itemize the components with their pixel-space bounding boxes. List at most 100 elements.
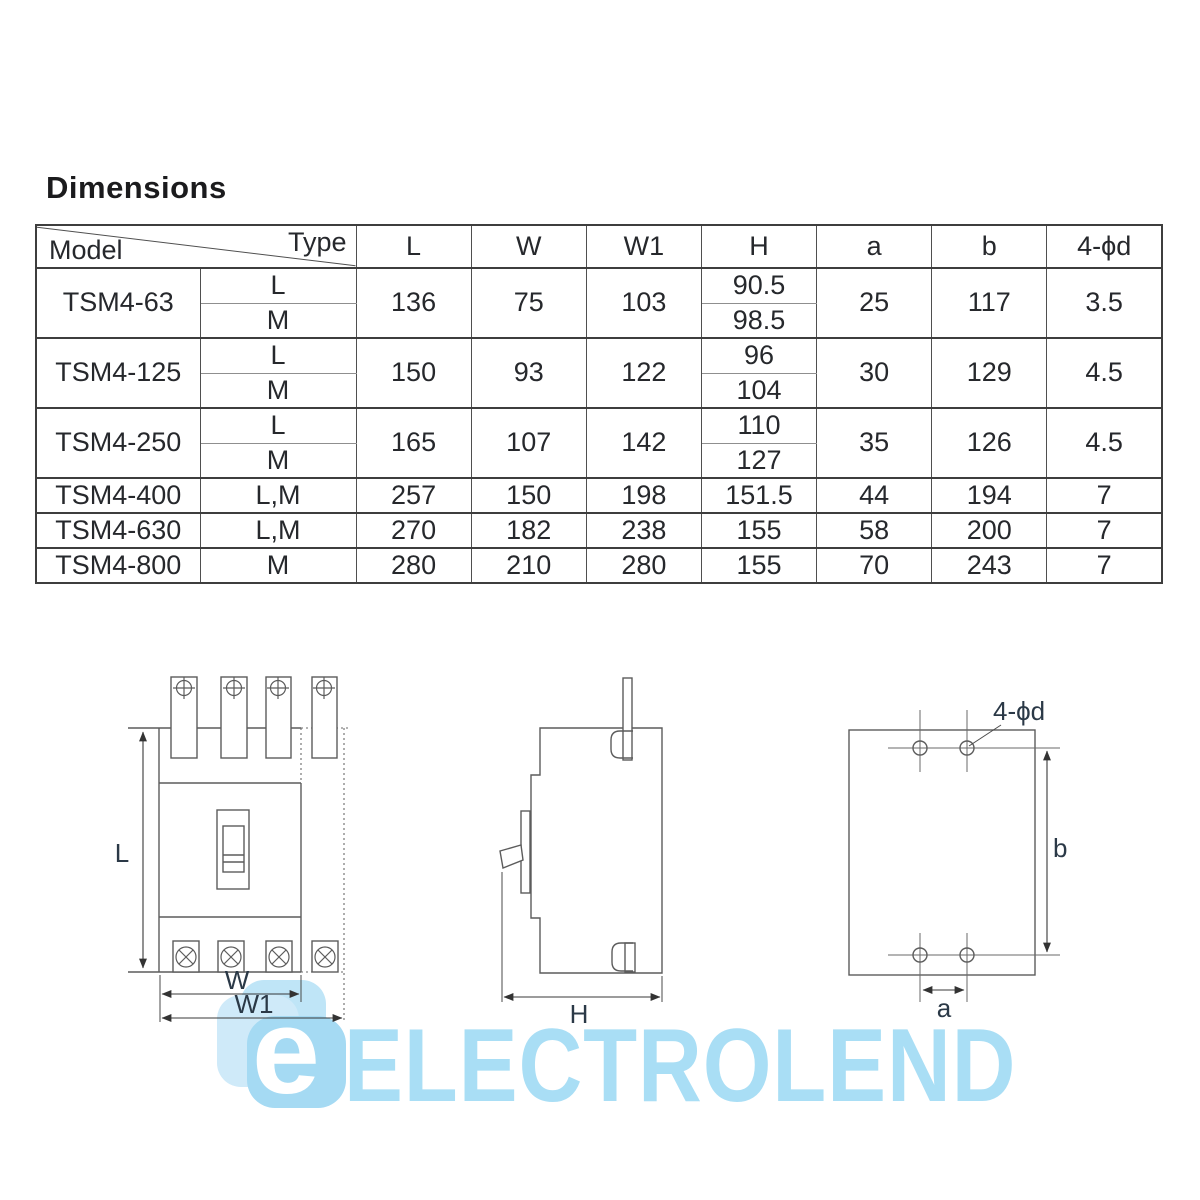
- circle-x-icon: [220, 946, 242, 968]
- mounting-hole: [959, 947, 975, 963]
- table-cell: 75: [470, 267, 587, 339]
- table-cell: 198: [585, 477, 702, 514]
- side-top-clamp: [610, 730, 633, 759]
- side-bottom-clamp: [611, 942, 633, 972]
- mount-view-label-holes: 4-ϕd: [993, 696, 1045, 726]
- toggle-switch: [216, 809, 250, 890]
- mounting-hole: [912, 947, 928, 963]
- table-cell: TSM4-400: [35, 477, 201, 514]
- table-row: TSM4-400 L,M 257 150 198 151.5 44 194 7: [35, 477, 1163, 514]
- table-cell: 257: [355, 477, 472, 514]
- table-cell: 110: [700, 407, 818, 444]
- side-view-label-H: H: [570, 999, 589, 1029]
- table-cell: 58: [816, 512, 933, 549]
- table-cell: TSM4-63: [35, 267, 201, 339]
- screw-icon: [267, 677, 289, 699]
- table-cell: 4.5: [1046, 407, 1163, 479]
- table-cell: L,M: [199, 477, 357, 514]
- mounting-view-drawing: b a 4-ϕd: [848, 696, 1067, 1023]
- table-cell: 7: [1046, 512, 1163, 549]
- table-row: TSM4-800 M 280 210 280 155 70 243 7: [35, 547, 1163, 584]
- table-cell: 150: [470, 477, 587, 514]
- table-cell: 98.5: [700, 302, 818, 339]
- table-cell: 70: [816, 547, 933, 584]
- bottom-terminals: [172, 940, 339, 973]
- table-cell: 200: [931, 512, 1048, 549]
- corner-type-label: Type: [287, 227, 347, 257]
- table-cell: 142: [585, 407, 702, 479]
- table-row: TSM4-630 L,M 270 182 238 155 58 200 7: [35, 512, 1163, 549]
- table-cell: 7: [1046, 547, 1163, 584]
- table-row: TSM4-125 L 150 93 122 96 30 129 4.5: [35, 337, 1163, 409]
- table-cell: 280: [355, 547, 472, 584]
- table-cell: 107: [470, 407, 587, 479]
- column-header-b: b: [931, 224, 1048, 269]
- table-cell: 238: [585, 512, 702, 549]
- table-cell: 165: [355, 407, 472, 479]
- table-cell: 280: [585, 547, 702, 584]
- terminal-cross-icons: [175, 946, 336, 968]
- table-cell: 150: [355, 337, 472, 409]
- table-cell: 127: [700, 442, 818, 479]
- watermark-text: ELECTROLEND: [344, 1008, 1017, 1124]
- column-header-W: W: [470, 224, 587, 269]
- screw-icon: [223, 677, 245, 699]
- mounting-view-dimensions: b a 4-ϕd: [922, 696, 1067, 1023]
- side-toggle-lever: [499, 844, 524, 869]
- table-cell: 4.5: [1046, 337, 1163, 409]
- corner-header-cell: Type Model: [35, 224, 357, 269]
- table-cell: L: [199, 267, 357, 304]
- table-cell: TSM4-630: [35, 512, 201, 549]
- terminal-screw-icons: [173, 677, 335, 699]
- side-bottom-strap: [624, 942, 636, 973]
- table-cell: 210: [470, 547, 587, 584]
- table-cell: 182: [470, 512, 587, 549]
- table-cell: 270: [355, 512, 472, 549]
- table-cell: TSM4-250: [35, 407, 201, 479]
- header-diagonal-line: [37, 226, 356, 267]
- front-view-dimensions: L W W1: [115, 731, 343, 1022]
- mount-view-label-a: a: [937, 993, 952, 1023]
- table-cell: 104: [700, 372, 818, 409]
- table-cell: 7: [1046, 477, 1163, 514]
- fourth-pole-dotted-outline: [300, 727, 349, 1020]
- table-cell: 93: [470, 337, 587, 409]
- column-header-d: 4-ϕd: [1046, 224, 1163, 269]
- table-cell: 25: [816, 267, 933, 339]
- table-cell: 30: [816, 337, 933, 409]
- screw-icon: [313, 677, 335, 699]
- column-header-H: H: [700, 224, 818, 269]
- table-cell: TSM4-800: [35, 547, 201, 584]
- front-view-label-L: L: [115, 838, 129, 868]
- table-header-row: Type Model L W W1 H a b 4-ϕd: [35, 224, 1163, 269]
- corner-model-label: Model: [49, 234, 123, 265]
- table-cell: 44: [816, 477, 933, 514]
- circle-x-icon: [268, 946, 290, 968]
- watermark-logo-letter: e: [252, 983, 320, 1119]
- mounting-holes: [912, 740, 975, 963]
- table-cell: 136: [355, 267, 472, 339]
- table-row: M 127: [36, 442, 1162, 479]
- table-cell: 155: [700, 512, 818, 549]
- table-cell: M: [199, 547, 357, 584]
- table-cell: 194: [931, 477, 1048, 514]
- table-cell: 129: [931, 337, 1048, 409]
- circle-x-icon: [175, 946, 197, 968]
- column-header-W1: W1: [585, 224, 702, 269]
- top-terminal-straps: [170, 676, 338, 759]
- table-cell: 90.5: [700, 267, 818, 304]
- side-view-dimensions: H: [501, 872, 663, 1029]
- table-cell: 96: [700, 337, 818, 374]
- dimensions-table-body: TSM4-63 L 136 75 103 90.5 25 117 3.5 M 98.5 TSM4-12…: [35, 267, 1163, 584]
- table-cell: 243: [931, 547, 1048, 584]
- table-cell: L: [199, 337, 357, 374]
- watermark-logo-square-front: [247, 1016, 346, 1108]
- side-view-drawing: H: [499, 677, 663, 1029]
- table-cell: 3.5: [1046, 267, 1163, 339]
- table-row: TSM4-63 L 136 75 103 90.5 25 117 3.5: [35, 267, 1163, 339]
- page-title: Dimensions: [46, 170, 227, 205]
- front-view-label-W1: W1: [235, 989, 274, 1019]
- table-cell: 122: [585, 337, 702, 409]
